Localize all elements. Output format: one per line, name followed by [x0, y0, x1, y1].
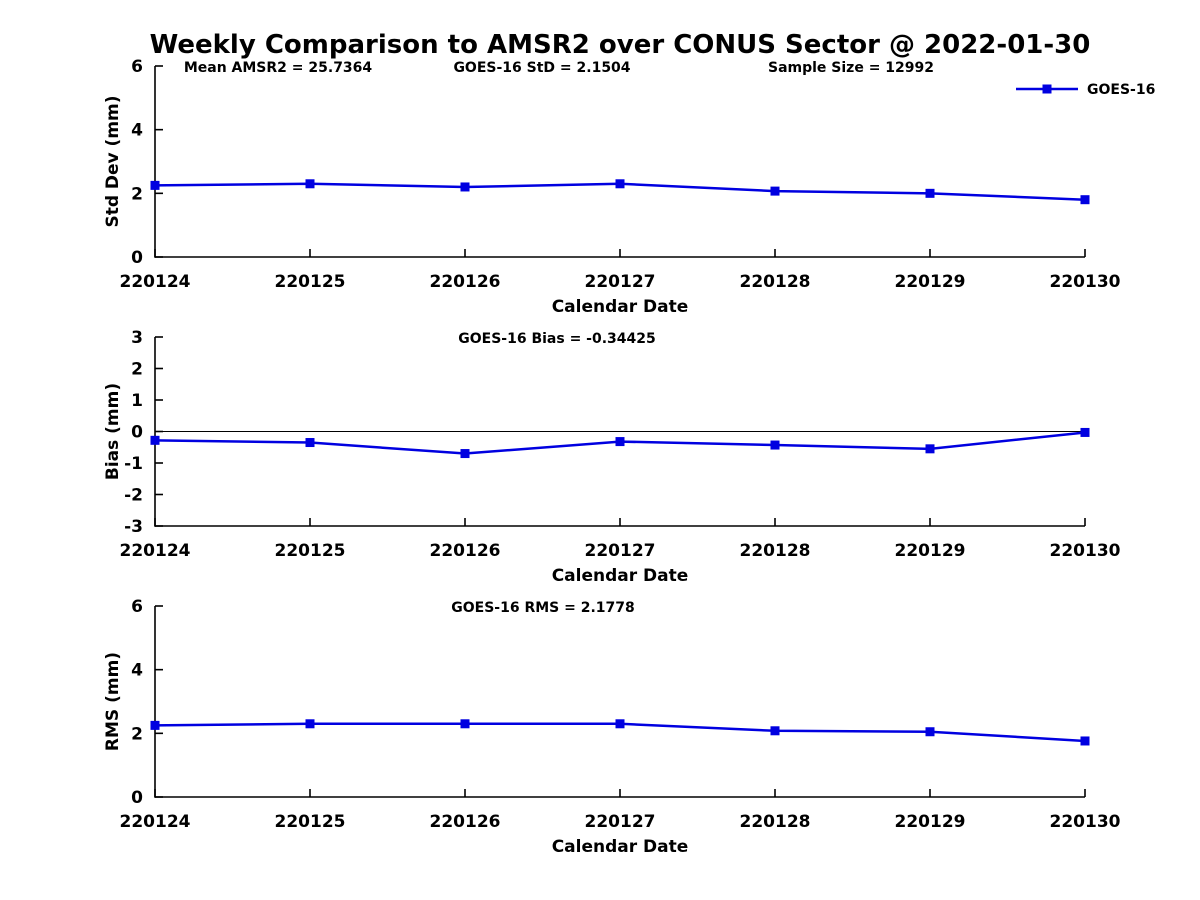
- x-tick-label: 220129: [895, 272, 966, 292]
- y-tick-label: 3: [131, 328, 143, 348]
- data-point-marker: [925, 188, 935, 198]
- y-tick-label: 0: [131, 788, 143, 808]
- annotation: GOES-16 StD = 2.1504: [453, 60, 630, 76]
- y-tick-label: 2: [131, 360, 143, 380]
- data-point-marker: [460, 449, 470, 459]
- y-tick-label: 2: [131, 724, 143, 744]
- data-point-marker: [305, 179, 315, 189]
- x-tick-label: 220127: [585, 812, 656, 832]
- x-axis-label: Calendar Date: [552, 837, 689, 857]
- x-tick-label: 220129: [895, 812, 966, 832]
- y-axis-label: Std Dev (mm): [103, 95, 123, 227]
- data-point-marker: [305, 438, 315, 448]
- data-point-marker: [615, 719, 625, 729]
- data-point-marker: [460, 719, 470, 729]
- data-point-marker: [1080, 736, 1090, 746]
- y-tick-label: -2: [124, 486, 143, 506]
- subplot-stddev: 0 2 4 6 220124 220125 220126 220127 220128 220129…: [103, 57, 1155, 317]
- x-tick-label: 220126: [430, 812, 501, 832]
- data-point-marker: [460, 182, 470, 192]
- data-point-marker: [150, 435, 160, 445]
- x-tick-label: 220127: [585, 272, 656, 292]
- data-point-marker: [770, 726, 780, 736]
- x-tick-label: 220130: [1050, 541, 1121, 561]
- y-tick-label: 0: [131, 248, 143, 268]
- data-point-marker: [770, 186, 780, 196]
- figure-title: Weekly Comparison to AMSR2 over CONUS Se…: [149, 30, 1091, 60]
- x-tick-label: 220128: [740, 541, 811, 561]
- x-tick-label: 220124: [120, 541, 191, 561]
- legend-label: GOES-16: [1087, 82, 1155, 98]
- annotation: Mean AMSR2 = 25.7364: [184, 60, 373, 76]
- y-tick-label: -3: [124, 517, 143, 537]
- annotation: GOES-16 Bias = -0.34425: [458, 331, 656, 347]
- annotation: Sample Size = 12992: [768, 60, 934, 76]
- y-tick-label: -1: [124, 454, 143, 474]
- data-point-marker: [150, 180, 160, 190]
- y-axis-label: RMS (mm): [103, 652, 123, 751]
- subplot-bias: -3 -2 -1 0 1 2 3 220124 220125 220126 220127 220128…: [103, 328, 1121, 586]
- x-tick-label: 220130: [1050, 272, 1121, 292]
- legend: GOES-16: [1016, 82, 1155, 98]
- data-point-marker: [1080, 427, 1090, 437]
- y-tick-label: 6: [131, 57, 143, 77]
- x-tick-label: 220129: [895, 541, 966, 561]
- data-point-marker: [1080, 195, 1090, 205]
- x-tick-label: 220128: [740, 812, 811, 832]
- data-point-marker: [150, 720, 160, 730]
- annotation: GOES-16 RMS = 2.1778: [451, 600, 635, 616]
- x-tick-label: 220124: [120, 812, 191, 832]
- x-tick-label: 220130: [1050, 812, 1121, 832]
- y-tick-label: 1: [131, 391, 143, 411]
- x-tick-label: 220124: [120, 272, 191, 292]
- subplot-rms: 0 2 4 6 220124 220125 220126 220127 220128 220129…: [103, 597, 1121, 857]
- y-tick-label: 4: [131, 121, 143, 141]
- x-tick-label: 220127: [585, 541, 656, 561]
- y-tick-label: 6: [131, 597, 143, 617]
- y-tick-label: 4: [131, 661, 143, 681]
- data-point-marker: [770, 440, 780, 450]
- data-point-marker: [925, 727, 935, 737]
- x-axis-label: Calendar Date: [552, 297, 689, 317]
- x-tick-label: 220128: [740, 272, 811, 292]
- data-point-marker: [615, 437, 625, 447]
- x-tick-label: 220125: [275, 541, 346, 561]
- y-axis-label: Bias (mm): [103, 383, 123, 480]
- data-point-marker: [925, 444, 935, 454]
- x-tick-label: 220125: [275, 812, 346, 832]
- y-tick-label: 2: [131, 184, 143, 204]
- x-axis-label: Calendar Date: [552, 566, 689, 586]
- x-tick-label: 220126: [430, 272, 501, 292]
- data-point-marker: [305, 719, 315, 729]
- data-point-marker: [615, 179, 625, 189]
- y-tick-label: 0: [131, 423, 143, 443]
- legend-marker: [1042, 84, 1052, 94]
- x-tick-label: 220125: [275, 272, 346, 292]
- x-tick-label: 220126: [430, 541, 501, 561]
